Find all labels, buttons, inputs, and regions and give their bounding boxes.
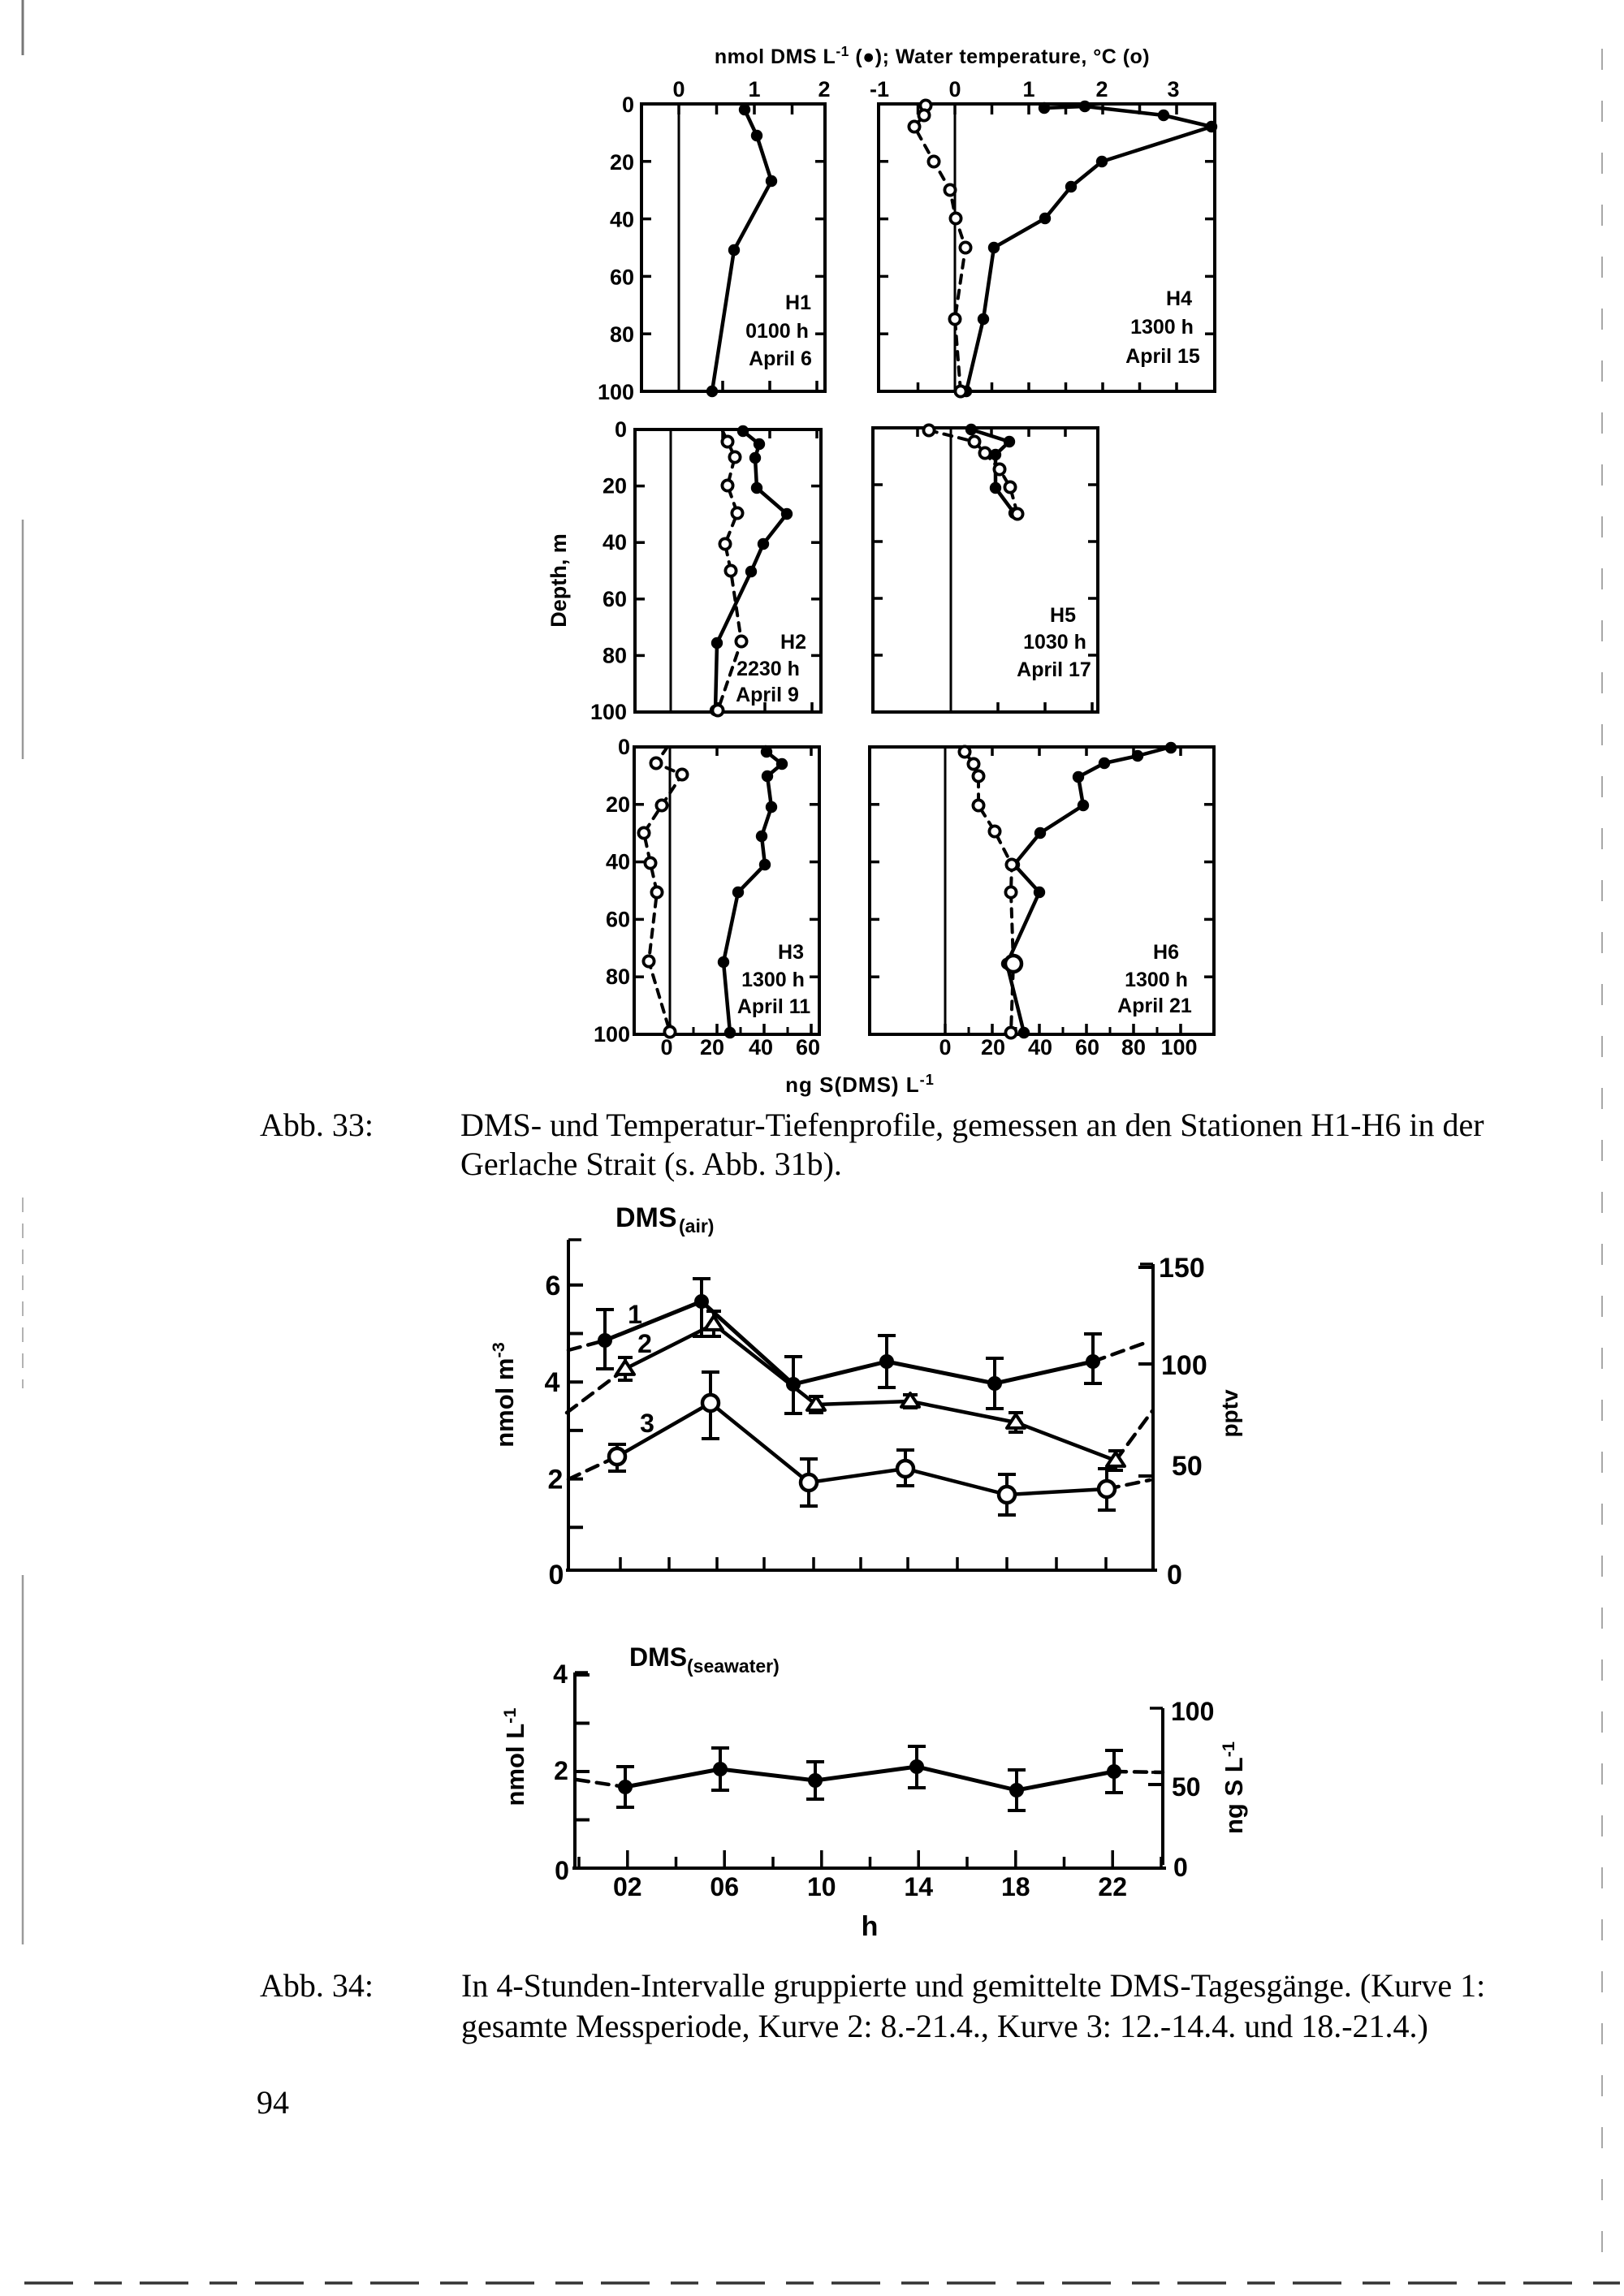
svg-text:40: 40 <box>606 850 630 874</box>
svg-text:40: 40 <box>749 1035 773 1060</box>
svg-text:1300 h: 1300 h <box>1130 316 1194 339</box>
svg-text:0: 0 <box>615 417 627 442</box>
svg-text:1: 1 <box>1022 77 1034 101</box>
svg-text:0: 0 <box>549 1560 564 1590</box>
svg-text:0: 0 <box>948 77 961 101</box>
svg-text:18: 18 <box>1001 1872 1030 1901</box>
svg-text:80: 80 <box>606 965 630 989</box>
svg-text:20: 20 <box>700 1035 724 1060</box>
svg-text:H2: H2 <box>780 631 806 654</box>
svg-text:0100 h: 0100 h <box>745 320 809 343</box>
svg-text:0: 0 <box>672 77 685 101</box>
svg-text:10: 10 <box>807 1872 836 1901</box>
svg-text:100: 100 <box>598 380 634 404</box>
svg-text:02: 02 <box>613 1872 642 1901</box>
svg-text:1: 1 <box>748 77 760 101</box>
svg-text:April 11: April 11 <box>737 995 810 1018</box>
svg-text:40: 40 <box>603 530 627 555</box>
svg-text:100: 100 <box>1161 1350 1207 1381</box>
svg-text:2: 2 <box>1095 77 1108 101</box>
svg-text:60: 60 <box>606 907 630 931</box>
svg-text:100: 100 <box>594 1022 630 1047</box>
svg-text:H6: H6 <box>1153 941 1179 964</box>
svg-text:H5: H5 <box>1050 604 1076 627</box>
svg-text:94: 94 <box>257 2084 289 2121</box>
svg-text:0: 0 <box>660 1035 672 1060</box>
svg-text:-1: -1 <box>870 77 889 101</box>
svg-text:40: 40 <box>610 208 634 232</box>
svg-text:80: 80 <box>1121 1035 1146 1060</box>
svg-text:1: 1 <box>628 1300 642 1329</box>
svg-text:2: 2 <box>554 1756 568 1785</box>
svg-text:Abb. 33:: Abb. 33: <box>260 1107 374 1143</box>
svg-text:150: 150 <box>1159 1253 1205 1284</box>
svg-text:60: 60 <box>1075 1035 1099 1060</box>
svg-text:3: 3 <box>640 1409 654 1438</box>
svg-text:50: 50 <box>1172 1772 1201 1802</box>
svg-text:In 4-Stunden-Intervalle gruppi: In 4-Stunden-Intervalle gruppierte und g… <box>461 1967 1485 2004</box>
svg-text:DMS: DMS <box>615 1202 677 1233</box>
svg-text:April 6: April 6 <box>749 347 812 370</box>
svg-text:0: 0 <box>622 93 634 117</box>
svg-text:ng S(DMS) L-1: ng S(DMS) L-1 <box>785 1072 935 1097</box>
svg-text:2230 h: 2230 h <box>736 658 800 680</box>
svg-text:3: 3 <box>1167 77 1179 101</box>
svg-text:nmol m-3: nmol m-3 <box>488 1342 519 1448</box>
svg-text:80: 80 <box>610 322 634 347</box>
svg-text:nmol DMS L-1 (●); Water temper: nmol DMS L-1 (●); Water temperature, °C … <box>715 43 1150 68</box>
svg-text:DMS- und Temperatur-Tiefenprof: DMS- und Temperatur-Tiefenprofile, gemes… <box>460 1107 1484 1143</box>
svg-text:0: 0 <box>939 1035 951 1060</box>
svg-text:2: 2 <box>637 1329 652 1358</box>
svg-text:100: 100 <box>1160 1035 1197 1060</box>
svg-text:20: 20 <box>603 474 627 498</box>
svg-text:(air): (air) <box>679 1215 714 1236</box>
svg-text:April 17: April 17 <box>1017 658 1091 681</box>
svg-text:Gerlache Strait (s. Abb. 31b).: Gerlache Strait (s. Abb. 31b). <box>460 1146 842 1182</box>
svg-text:April 15: April 15 <box>1125 345 1200 368</box>
svg-text:100: 100 <box>590 700 627 724</box>
svg-text:nmol L-1: nmol L-1 <box>499 1708 529 1806</box>
svg-text:4: 4 <box>545 1367 560 1398</box>
svg-text:ng S L-1: ng S L-1 <box>1218 1741 1248 1834</box>
svg-text:80: 80 <box>603 643 627 667</box>
svg-text:60: 60 <box>603 587 627 611</box>
svg-text:H3: H3 <box>778 941 804 964</box>
svg-text:April 21: April 21 <box>1117 995 1192 1017</box>
svg-text:0: 0 <box>555 1856 569 1885</box>
svg-text:14: 14 <box>904 1872 933 1901</box>
svg-text:6: 6 <box>546 1271 561 1301</box>
svg-text:4: 4 <box>553 1659 568 1689</box>
svg-text:06: 06 <box>710 1872 739 1901</box>
svg-text:2: 2 <box>818 77 830 101</box>
svg-text:60: 60 <box>796 1035 820 1060</box>
svg-text:60: 60 <box>610 265 634 289</box>
svg-text:0: 0 <box>618 735 630 759</box>
svg-text:0: 0 <box>1167 1560 1182 1590</box>
svg-text:Depth, m: Depth, m <box>546 533 571 628</box>
svg-text:20: 20 <box>606 792 630 817</box>
svg-text:20: 20 <box>610 150 634 175</box>
svg-text:40: 40 <box>1028 1035 1052 1060</box>
svg-text:1030 h: 1030 h <box>1023 631 1086 654</box>
svg-text:(seawater): (seawater) <box>687 1655 780 1677</box>
svg-text:2: 2 <box>548 1465 564 1495</box>
svg-text:pptv: pptv <box>1217 1389 1242 1438</box>
svg-text:April 9: April 9 <box>736 684 799 706</box>
svg-text:1300 h: 1300 h <box>1125 969 1188 991</box>
svg-text:1300 h: 1300 h <box>741 969 805 991</box>
svg-text:100: 100 <box>1171 1697 1214 1726</box>
svg-text:22: 22 <box>1098 1872 1127 1901</box>
svg-text:Abb. 34:: Abb. 34: <box>260 1967 374 2004</box>
svg-text:50: 50 <box>1172 1451 1203 1482</box>
svg-text:H4: H4 <box>1166 287 1192 310</box>
svg-text:gesamte Messperiode, Kurve 2:: gesamte Messperiode, Kurve 2: 8.-21.4., … <box>461 2008 1428 2044</box>
svg-text:H1: H1 <box>785 291 811 314</box>
svg-text:20: 20 <box>981 1035 1005 1060</box>
svg-text:DMS: DMS <box>629 1642 687 1672</box>
svg-text:0: 0 <box>1173 1853 1188 1882</box>
svg-text:h: h <box>862 1911 879 1942</box>
